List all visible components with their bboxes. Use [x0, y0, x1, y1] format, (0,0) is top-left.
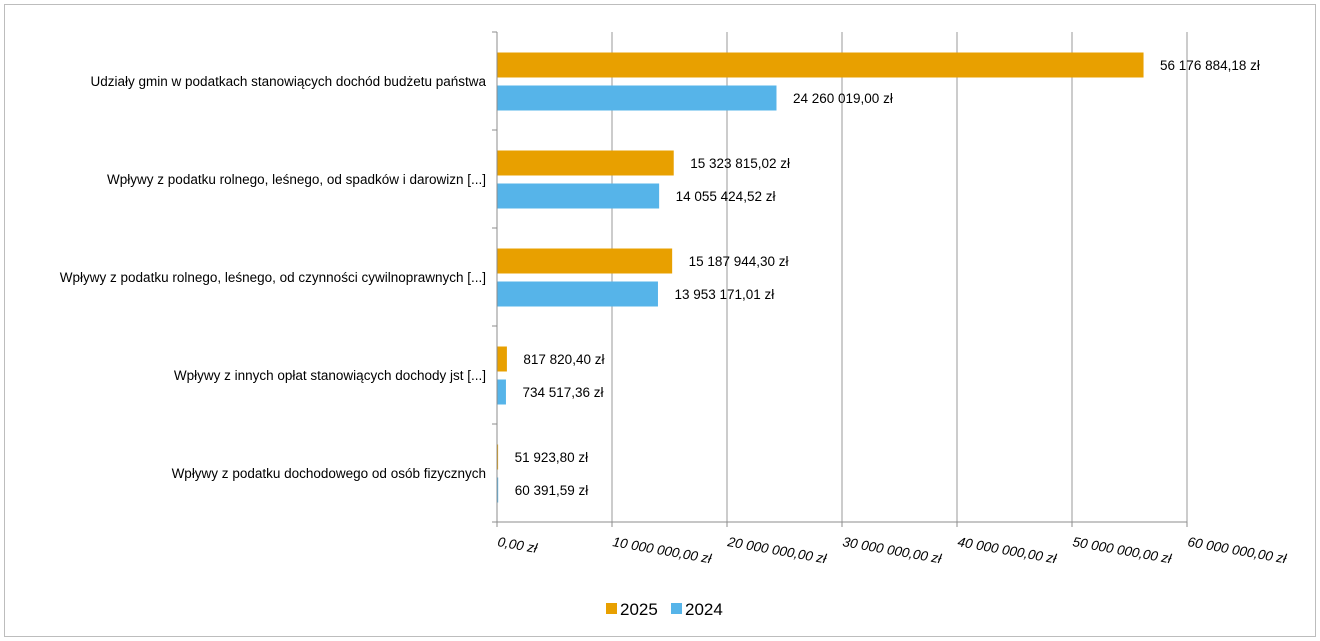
x-tick-label: 10 000 000,00 zł [611, 534, 713, 566]
x-tick-label: 30 000 000,00 zł [841, 534, 943, 566]
data-label: 56 176 884,18 zł [1160, 58, 1260, 73]
data-label: 734 517,36 zł [522, 385, 603, 400]
category-label: Wpływy z podatku rolnego, leśnego, od sp… [107, 172, 486, 187]
data-label: 24 260 019,00 zł [793, 91, 893, 106]
legend-swatch-2024 [671, 603, 682, 614]
bar-2024 [497, 379, 506, 405]
bar-2024 [497, 477, 499, 503]
category-label: Wpływy z innych opłat stanowiących docho… [174, 368, 486, 383]
legend: 2025 2024 [606, 600, 723, 619]
data-label: 15 187 944,30 zł [689, 254, 789, 269]
legend-swatch-2025 [606, 603, 617, 614]
category-label: Wpływy z podatku dochodowego od osób fiz… [172, 466, 486, 481]
data-label: 15 323 815,02 zł [690, 156, 790, 171]
legend-label: 2024 [685, 600, 723, 619]
category-label: Udziały gmin w podatkach stanowiących do… [91, 74, 487, 89]
x-tick-label: 60 000 000,00 zł [1186, 534, 1288, 566]
x-tick-label: 40 000 000,00 zł [956, 534, 1058, 566]
bar-2025 [497, 444, 499, 470]
bar-2025 [497, 248, 673, 274]
bar-2025 [497, 346, 507, 372]
bar-2025 [497, 150, 674, 176]
data-label: 51 923,80 zł [515, 450, 589, 465]
axis-layer [492, 31, 1188, 527]
x-tick-label: 20 000 000,00 zł [725, 534, 828, 566]
data-label: 817 820,40 zł [523, 352, 604, 367]
x-tick-label: 0,00 zł [496, 534, 539, 556]
legend-label: 2025 [620, 600, 658, 619]
bar-2025 [497, 52, 1144, 78]
data-label: 60 391,59 zł [515, 483, 589, 498]
bar-2024 [497, 281, 658, 307]
bar-2024 [497, 183, 660, 209]
bar-2024 [497, 85, 777, 111]
data-label: 14 055 424,52 zł [676, 189, 776, 204]
bars-layer [497, 52, 1144, 503]
labels-layer: 0,00 zł 10 000 000,00 zł 20 000 000,00 zł 3… [60, 58, 1289, 566]
category-label: Wpływy z podatku rolnego, leśnego, od cz… [60, 270, 486, 285]
chart-frame [4, 4, 1316, 637]
data-label: 13 953 171,01 zł [674, 287, 774, 302]
grid-layer [611, 32, 1188, 522]
x-tick-label: 50 000 000,00 zł [1071, 534, 1173, 566]
